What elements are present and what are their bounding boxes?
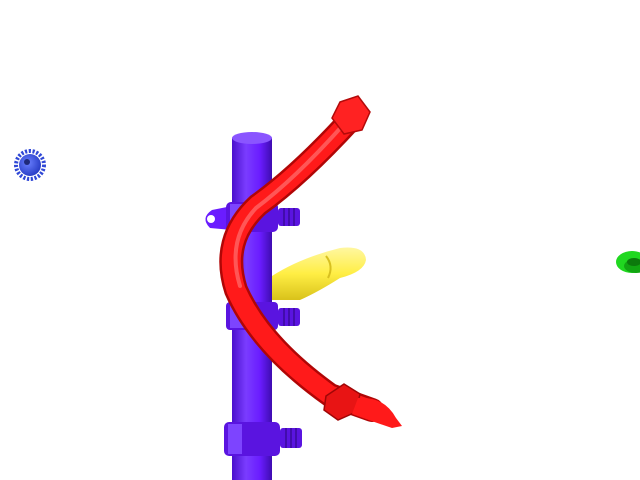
thread-lines [285, 428, 297, 448]
hose-top-hex-nut [331, 95, 371, 135]
yellow-handle-ridge [325, 255, 332, 279]
hose-nozzle [352, 397, 402, 428]
fitting-collar-highlight [228, 424, 242, 454]
green-ring [616, 251, 640, 273]
gear-teeth [14, 149, 46, 181]
blue-gear [14, 149, 46, 181]
yellow-handle-body [272, 247, 366, 300]
green-ring-hole [627, 258, 640, 266]
red-bent-hose [219, 95, 402, 428]
gear-hub [24, 159, 30, 165]
lower-pipe-fitting [224, 422, 302, 456]
pipe-top-cap [232, 132, 272, 144]
thread-lines [283, 208, 295, 226]
hose-highlight [233, 122, 346, 288]
fitting-tab-hole [207, 215, 215, 223]
yellow-handle [272, 247, 366, 300]
thread-lines [283, 308, 295, 326]
gear-body [19, 154, 41, 176]
fitting-tab [205, 206, 232, 230]
